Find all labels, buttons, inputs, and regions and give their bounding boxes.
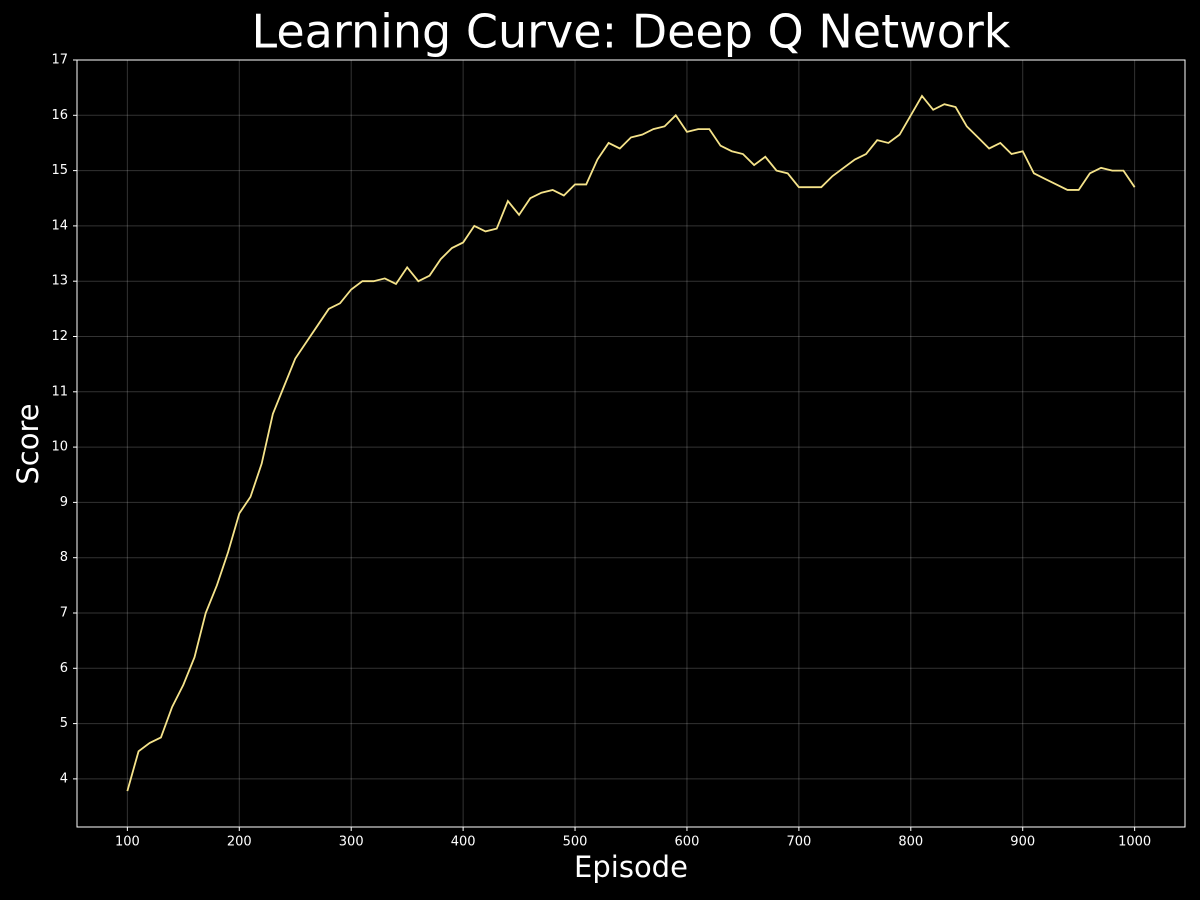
y-tick-label: 7 bbox=[60, 605, 68, 620]
y-tick-label: 4 bbox=[60, 771, 68, 786]
x-tick-label: 500 bbox=[563, 835, 588, 850]
x-tick-label: 200 bbox=[227, 835, 252, 850]
x-axis-label: Episode bbox=[574, 850, 688, 884]
y-tick-label: 11 bbox=[51, 384, 68, 399]
y-tick-label: 17 bbox=[51, 53, 68, 68]
y-axis-label: Score bbox=[11, 403, 45, 484]
x-tick-label: 600 bbox=[675, 835, 700, 850]
plot-frame bbox=[76, 59, 1186, 828]
x-tick-label: 300 bbox=[339, 835, 364, 850]
y-tick-label: 13 bbox=[51, 274, 68, 289]
x-tick-label: 400 bbox=[451, 835, 476, 850]
y-tick-label: 10 bbox=[51, 440, 68, 455]
chart-title: Learning Curve: Deep Q Network bbox=[252, 5, 1011, 59]
y-tick-label: 5 bbox=[60, 716, 68, 731]
x-tick-label: 100 bbox=[115, 835, 140, 850]
y-tick-label: 8 bbox=[60, 550, 68, 565]
y-tick-label: 14 bbox=[51, 218, 68, 233]
x-tick-label: 800 bbox=[898, 835, 923, 850]
y-tick-label: 12 bbox=[51, 329, 68, 344]
x-tick-label: 1000 bbox=[1118, 835, 1151, 850]
y-tick-label: 6 bbox=[60, 661, 68, 676]
x-tick-label: 700 bbox=[786, 835, 811, 850]
y-tick-label: 9 bbox=[60, 495, 68, 510]
y-tick-label: 16 bbox=[51, 108, 68, 123]
line bbox=[126, 94, 1136, 792]
x-tick-label: 900 bbox=[1010, 835, 1035, 850]
y-tick-label: 15 bbox=[51, 163, 68, 178]
